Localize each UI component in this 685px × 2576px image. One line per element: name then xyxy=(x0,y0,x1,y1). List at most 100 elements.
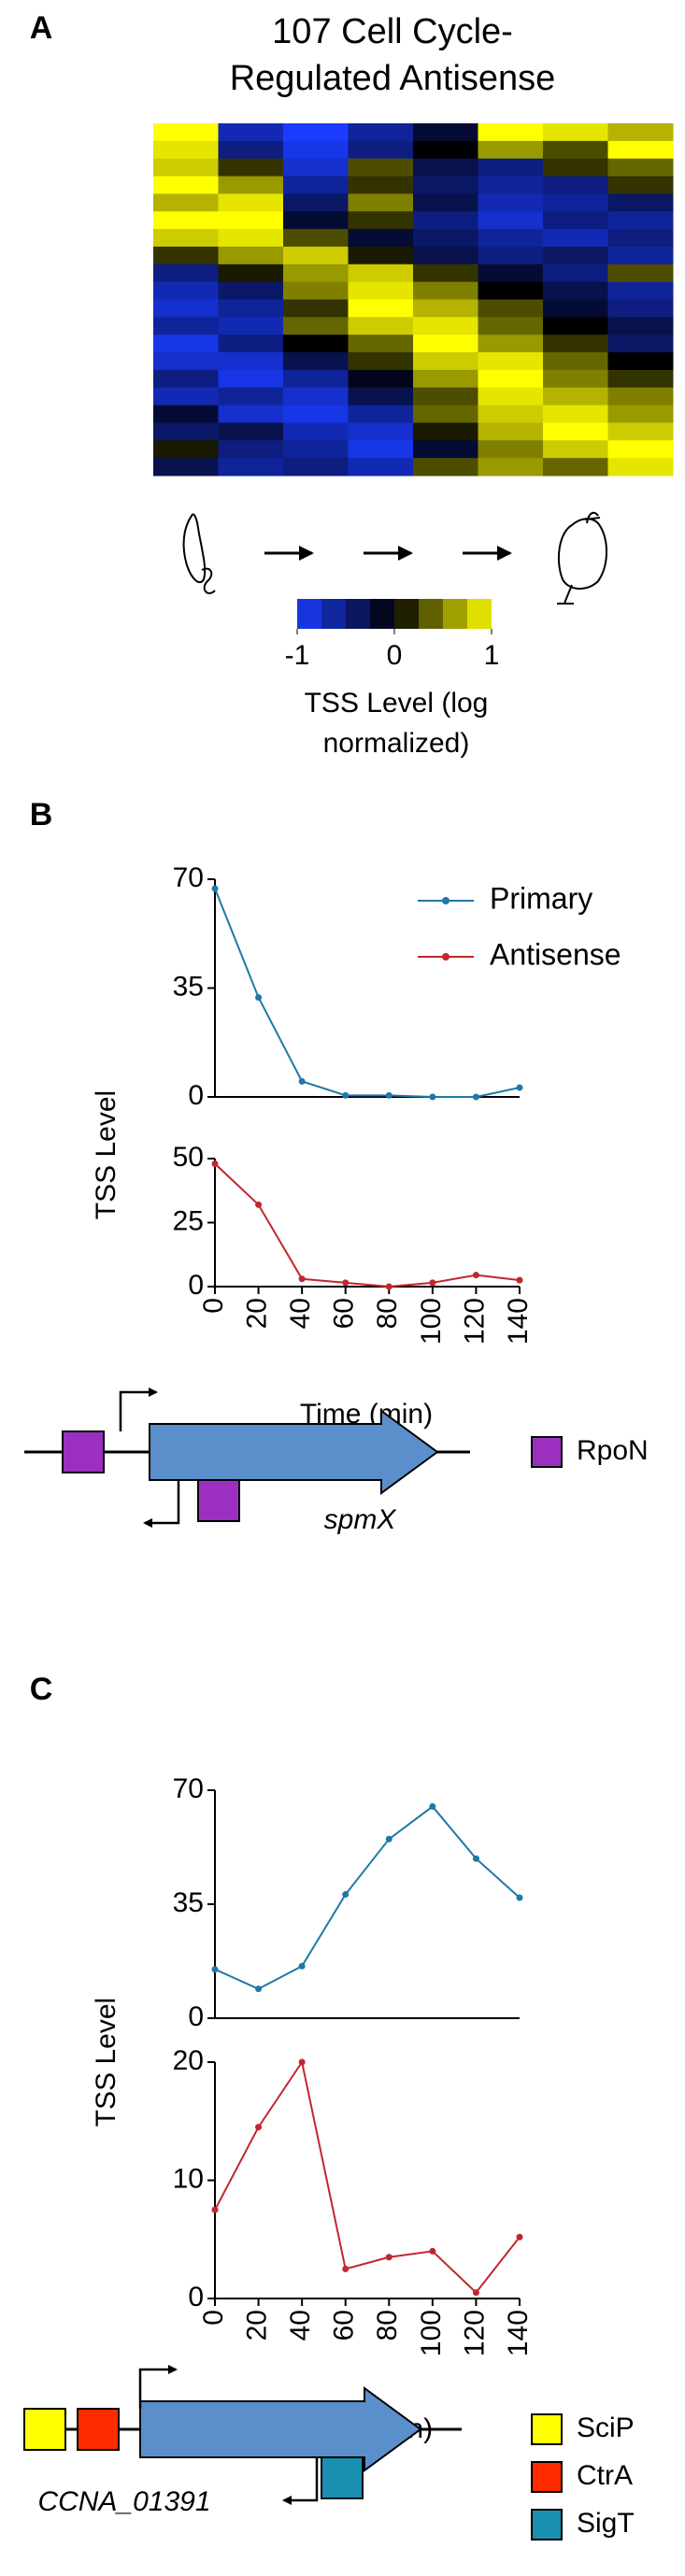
heatmap-cell xyxy=(478,176,544,194)
heatmap-cell xyxy=(153,440,219,459)
heatmap-cell xyxy=(283,140,349,160)
colorbar-swatch xyxy=(370,599,394,629)
y-tick-label: 35 xyxy=(173,1887,204,1918)
heatmap-cell xyxy=(283,193,349,212)
x-tick-label: 120 xyxy=(459,2310,490,2356)
heatmap-cell xyxy=(218,211,284,230)
heatmap-cell xyxy=(478,158,544,178)
data-point xyxy=(342,1891,350,1899)
heatmap-cell xyxy=(283,299,349,318)
heatmap-cell xyxy=(153,405,219,423)
x-tick-label: 100 xyxy=(416,2310,447,2356)
y-tick-label: 0 xyxy=(188,1270,204,1301)
x-tick-label: 0 xyxy=(198,1298,229,1314)
heatmap-cell xyxy=(153,299,219,318)
y-axis-label: TSS Level xyxy=(91,1090,121,1219)
heatmap-cell xyxy=(218,229,284,248)
heatmap-cell xyxy=(153,193,219,212)
legend-label: Primary xyxy=(490,881,592,915)
heatmap-cell xyxy=(413,123,478,142)
heatmap-cell xyxy=(478,123,544,142)
heatmap-cell xyxy=(543,317,608,335)
x-tick-label: 40 xyxy=(285,2310,316,2341)
data-point xyxy=(342,1091,350,1099)
legend-label: Antisense xyxy=(490,937,621,971)
heatmap-cell xyxy=(543,387,608,406)
x-tick-label: 100 xyxy=(416,1298,447,1345)
y-tick-label: 70 xyxy=(173,862,204,893)
heatmap-cell xyxy=(543,123,608,142)
heatmap-cell xyxy=(218,422,284,441)
heatmap-cell xyxy=(543,229,608,248)
heatmap-cell xyxy=(348,229,414,248)
heatmap-cell xyxy=(607,193,674,212)
data-point xyxy=(429,1279,436,1287)
heatmap-cell xyxy=(543,140,608,160)
data-point xyxy=(211,2206,219,2213)
heatmap-cell xyxy=(607,140,674,160)
legend-swatch xyxy=(531,1436,563,1468)
heatmap-cell xyxy=(153,458,219,477)
series-line xyxy=(214,888,521,1098)
legend-swatch xyxy=(531,2413,563,2445)
heatmap-cell xyxy=(283,334,349,353)
data-point xyxy=(429,2247,436,2255)
heatmap-cell xyxy=(607,458,674,477)
data-point xyxy=(211,1966,219,1973)
predivisional-cell xyxy=(557,518,607,590)
heatmap-cell xyxy=(218,193,284,212)
heatmap-cell xyxy=(283,369,349,389)
y-tick-label: 0 xyxy=(188,2282,204,2313)
heatmap-cell xyxy=(543,263,608,283)
x-tick-label: 20 xyxy=(241,1298,272,1329)
heatmap-cell xyxy=(283,123,349,142)
colorbar-tick-label: 0 xyxy=(387,640,403,671)
heatmap-cell xyxy=(283,281,349,300)
heatmap-cell xyxy=(607,263,674,283)
data-point xyxy=(472,1272,479,1279)
panel-label: C xyxy=(30,1672,53,1707)
colorbar-swatch xyxy=(297,599,321,629)
heatmap-cell xyxy=(478,211,544,230)
heatmap-cell xyxy=(478,352,544,371)
y-tick-label: 20 xyxy=(173,2045,204,2076)
heatmap-cell xyxy=(283,458,349,477)
data-point xyxy=(342,2265,350,2272)
heatmap-cell xyxy=(543,211,608,230)
heatmap-cell xyxy=(543,458,608,477)
y-tick-label: 10 xyxy=(173,2163,204,2194)
heatmap-cell xyxy=(218,176,284,194)
heatmap-cell xyxy=(543,246,608,265)
heatmap-cell xyxy=(543,369,608,389)
flagellum xyxy=(201,567,216,594)
data-point xyxy=(211,885,219,892)
chart-title: Regulated Antisense xyxy=(230,59,556,98)
heatmap-cell xyxy=(283,440,349,459)
heatmap-cell xyxy=(607,176,674,194)
heatmap-cell xyxy=(218,123,284,142)
legend-marker xyxy=(442,897,450,904)
data-point xyxy=(298,1962,306,1970)
heatmap-cell xyxy=(153,387,219,406)
heatmap-cell xyxy=(218,405,284,423)
data-point xyxy=(298,1275,306,1283)
data-point xyxy=(298,1077,306,1085)
data-point xyxy=(255,2124,263,2131)
heatmap-cell xyxy=(153,317,219,335)
heatmap-cell xyxy=(607,299,674,318)
heatmap-cell xyxy=(607,405,674,423)
heatmap-cell xyxy=(348,405,414,423)
binding-site xyxy=(23,2408,66,2451)
heatmap-cell xyxy=(413,193,478,212)
colorbar-swatch xyxy=(394,599,419,629)
x-tick-label: 20 xyxy=(241,2310,272,2341)
heatmap-cell xyxy=(153,140,219,160)
heatmap-cell xyxy=(478,440,544,459)
heatmap-cell xyxy=(218,369,284,389)
antisense-promoter-arrow xyxy=(282,2457,319,2505)
y-axis-label: TSS Level xyxy=(91,1998,121,2127)
legend-label: CtrA xyxy=(577,2460,633,2491)
heatmap-cell xyxy=(218,281,284,300)
heatmap-cell xyxy=(413,246,478,265)
